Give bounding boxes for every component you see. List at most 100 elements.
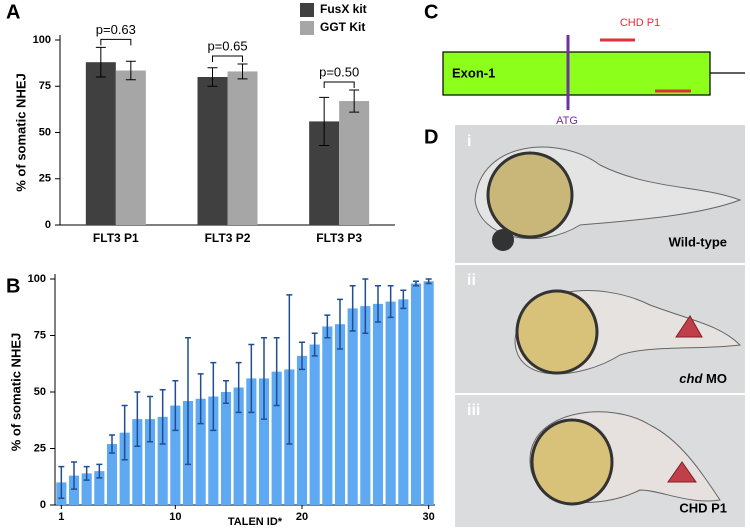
y-tick-label: 0 (45, 219, 51, 231)
error-bar (147, 395, 153, 443)
error-bar (311, 332, 318, 357)
annotation: p=0.65 (207, 38, 247, 53)
error-bar (71, 461, 77, 490)
bar (106, 443, 118, 505)
arrowhead (667, 461, 697, 483)
error-bar (248, 343, 255, 414)
bar (309, 344, 320, 505)
bar (132, 419, 143, 505)
error-bar (197, 373, 204, 425)
eye (492, 229, 514, 251)
embryo-numeral: ii (467, 272, 476, 289)
error-bar (375, 285, 381, 323)
bar (423, 281, 434, 505)
y-tick-label: 50 (34, 386, 46, 398)
x-tick-label: FLT3 P1 (93, 231, 139, 245)
primer-label: CHD P1 (620, 17, 660, 29)
bar (372, 303, 384, 505)
error-bar (235, 361, 242, 414)
embryo-label-rest: MO (706, 371, 727, 386)
embryo-label-italic: chd (679, 371, 703, 386)
y-tick-label: 75 (39, 80, 51, 92)
error-bar (185, 337, 191, 466)
legend-swatch (300, 21, 314, 35)
panel-label: B (6, 275, 20, 297)
panel-label: A (6, 1, 20, 23)
bar (68, 475, 80, 505)
yolk (486, 151, 574, 239)
bar (296, 355, 308, 505)
atg-label: ATG (556, 115, 578, 127)
y-axis-label: % of somatic NHEJ (13, 73, 28, 191)
error-bar (172, 379, 179, 432)
bar (410, 283, 422, 505)
yolk (530, 418, 614, 506)
bar (322, 326, 333, 505)
bar (195, 398, 206, 505)
bar (339, 101, 370, 225)
error-bar (125, 60, 136, 81)
embryo-label: Wild-type (669, 234, 727, 249)
panel-label: D (424, 126, 438, 148)
bar (227, 71, 258, 225)
bar (334, 324, 346, 505)
error-bar (96, 463, 103, 479)
arrowhead (675, 315, 703, 338)
bar (85, 62, 116, 226)
bar (246, 378, 257, 505)
error-bar (237, 63, 248, 80)
bar (197, 77, 228, 225)
error-bar (319, 96, 330, 146)
bar (157, 416, 168, 505)
error-bar (400, 289, 407, 310)
exon-label: Exon-1 (452, 65, 495, 80)
bar (144, 419, 156, 505)
significance-bracket (100, 38, 132, 46)
error-bar (349, 89, 360, 113)
embryo-label: chd MO (679, 371, 727, 386)
embryo-numeral: i (467, 133, 471, 150)
error-bar (261, 337, 267, 420)
bar (271, 371, 282, 505)
bar (258, 378, 270, 505)
y-tick-label: 100 (33, 34, 51, 46)
error-bar (109, 434, 115, 454)
bar (170, 405, 181, 505)
error-bar (324, 314, 331, 339)
embryo-label: CHD P1 (679, 500, 727, 515)
embryo-numeral: iii (467, 402, 480, 419)
error-bar (337, 298, 343, 350)
y-tick-label: 25 (34, 442, 46, 454)
bar (385, 301, 396, 505)
bar (208, 396, 219, 505)
y-tick-label: 25 (39, 173, 51, 185)
bar (115, 70, 146, 226)
bar (220, 392, 232, 505)
error-bar (362, 278, 369, 334)
error-bar (58, 465, 65, 499)
x-tick-label: FLT3 P3 (316, 231, 362, 245)
error-bar (95, 46, 106, 78)
gene-diagram: Exon-1 ATG CHD P1 (442, 17, 745, 127)
x-tick-label: 10 (169, 511, 181, 523)
legend-label: GGT Kit (320, 20, 365, 34)
error-bar (425, 278, 432, 285)
x-tick-label: 1 (58, 511, 64, 523)
error-bar (159, 388, 166, 445)
significance-bracket (323, 81, 355, 88)
bar (233, 387, 244, 505)
error-bar (286, 294, 293, 445)
exon-box (442, 51, 711, 96)
x-tick-label: 30 (423, 511, 435, 523)
error-bar (349, 285, 356, 332)
error-bar (299, 341, 305, 371)
legend-swatch (300, 3, 314, 17)
embryo-panels: i Wild-type ii chd MO iii CHD P1 (455, 125, 745, 527)
y-tick-label: 100 (28, 273, 46, 285)
error-bar (413, 280, 419, 287)
bar (347, 308, 358, 505)
significance-bracket (212, 55, 243, 63)
bar (94, 471, 105, 505)
bar (81, 473, 92, 505)
